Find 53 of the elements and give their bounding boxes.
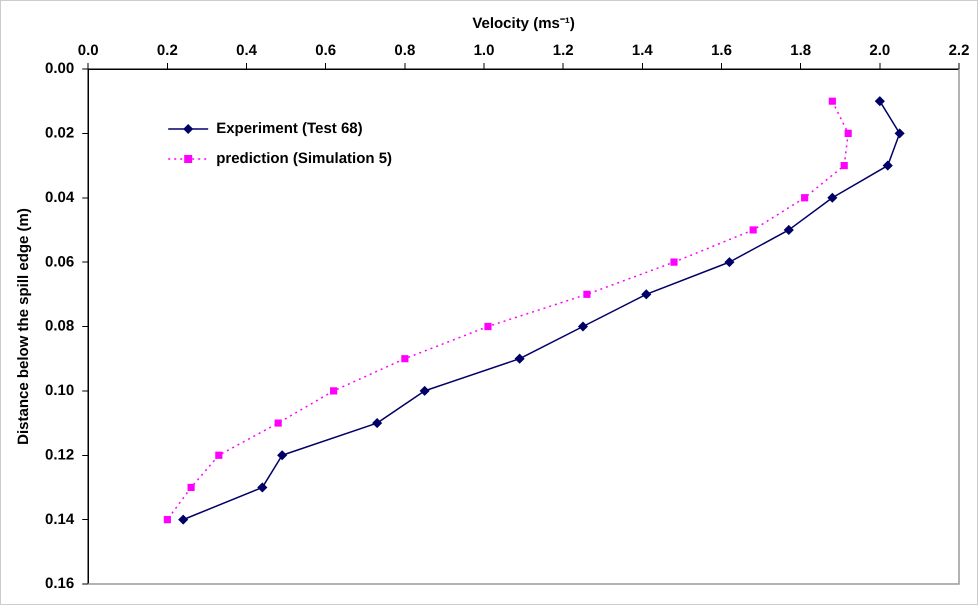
y-tick-label: 0.06	[44, 253, 74, 270]
point	[750, 226, 757, 234]
point	[578, 322, 588, 332]
point	[642, 290, 652, 300]
y-axis-title: Distance below the spill edge (m)	[15, 208, 32, 445]
x-tick-label: 2.2	[948, 42, 970, 60]
point	[188, 484, 195, 492]
point	[801, 194, 808, 202]
y-tick-label: 0.02	[44, 124, 74, 142]
point	[583, 290, 591, 298]
point	[330, 387, 338, 394]
x-tick-label: 1.4	[632, 42, 654, 60]
point	[178, 514, 188, 524]
point	[724, 257, 734, 267]
x-tick-label: 2.0	[869, 42, 890, 60]
point	[875, 96, 885, 106]
point	[215, 452, 222, 459]
y-tick-label: 0.04	[44, 188, 75, 206]
point	[828, 193, 838, 202]
point	[372, 418, 382, 428]
y-tick-label: 0.00	[44, 60, 74, 78]
x-tick-label: 0.8	[394, 42, 416, 60]
point	[828, 98, 836, 105]
point	[894, 128, 904, 138]
point	[401, 355, 408, 362]
x-tick-label: 0.0	[78, 42, 99, 60]
y-tick-label: 0.08	[44, 318, 74, 335]
x-tick-label: 1.2	[552, 42, 574, 60]
point	[883, 160, 893, 170]
point	[784, 225, 794, 235]
x-tick-label: 1.0	[474, 42, 494, 60]
point	[844, 130, 852, 137]
point	[277, 450, 287, 460]
x-tick-label: 1.8	[790, 42, 812, 60]
point	[274, 419, 282, 427]
point	[164, 516, 171, 524]
point	[420, 386, 430, 396]
x-axis-title: Velocity (ms⁻¹)	[472, 15, 575, 32]
point	[670, 258, 678, 266]
x-tick-label: 1.6	[711, 42, 732, 60]
point	[484, 322, 492, 330]
y-tick-label: 0.16	[44, 575, 74, 592]
point	[840, 162, 848, 170]
y-tick-label: 0.14	[44, 510, 75, 528]
point	[514, 354, 524, 364]
x-tick-label: 0.6	[315, 42, 336, 60]
y-tick-label: 0.12	[44, 446, 74, 464]
x-tick-label: 0.4	[236, 42, 258, 60]
legend-label: Experiment (Test 68)	[216, 120, 363, 138]
y-tick-label: 0.10	[44, 382, 74, 400]
point	[258, 482, 268, 492]
legend-label: prediction (Simulation 5)	[216, 150, 392, 168]
x-tick-label: 0.2	[156, 42, 178, 60]
